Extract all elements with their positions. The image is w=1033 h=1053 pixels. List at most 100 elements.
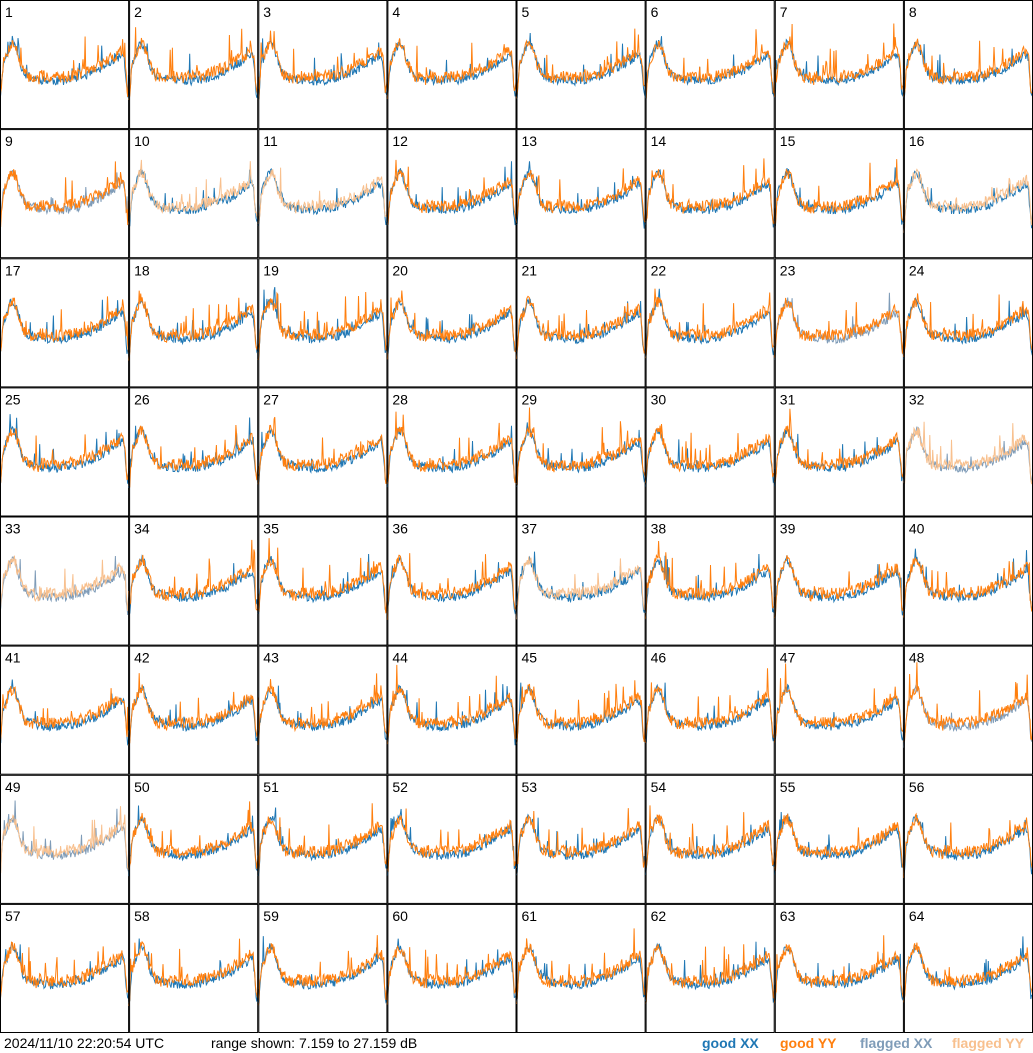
panel-64: 64 <box>903 903 1033 1033</box>
series-xx-panel-26 <box>128 417 259 488</box>
series-yy-panel-8 <box>903 38 1033 97</box>
panel-5: 5 <box>516 0 647 130</box>
series-xx-panel-4 <box>386 38 517 100</box>
series-xx-panel-13 <box>516 161 647 229</box>
panel-frame-15 <box>774 129 904 259</box>
series-yy-panel-23 <box>774 297 905 358</box>
panel-frame-37 <box>516 516 646 646</box>
panel-label-36: 36 <box>392 521 408 537</box>
panel-62: 62 <box>645 903 776 1033</box>
panel-frame-11 <box>258 129 388 259</box>
panel-frame-25 <box>0 387 130 517</box>
panel-label-61: 61 <box>522 908 538 924</box>
panel-label-4: 4 <box>392 4 400 20</box>
panel-frame-13 <box>516 129 646 259</box>
series-yy-panel-6 <box>645 29 776 99</box>
series-xx-panel-48 <box>903 684 1033 748</box>
panel-label-22: 22 <box>651 262 667 278</box>
panel-frame-10 <box>129 129 259 259</box>
series-xx-panel-53 <box>516 813 647 876</box>
panel-9: 9 <box>0 129 130 259</box>
panel-frame-26 <box>129 387 259 517</box>
panel-45: 45 <box>516 645 647 775</box>
series-yy-panel-57 <box>0 941 130 1007</box>
series-xx-panel-36 <box>386 556 517 615</box>
panel-38: 38 <box>645 516 776 646</box>
series-yy-panel-34 <box>128 539 259 612</box>
panel-label-38: 38 <box>651 521 667 537</box>
panel-frame-20 <box>387 258 517 388</box>
panel-10: 10 <box>128 129 259 259</box>
series-yy-panel-18 <box>128 290 259 361</box>
panel-label-41: 41 <box>5 650 21 666</box>
panel-frame-18 <box>129 258 259 388</box>
panel-frame-36 <box>387 516 517 646</box>
series-yy-panel-5 <box>516 28 647 99</box>
panel-label-14: 14 <box>651 133 667 149</box>
series-xx-panel-42 <box>128 685 259 742</box>
series-yy-panel-28 <box>386 411 517 484</box>
panel-label-1: 1 <box>5 4 13 20</box>
series-xx-panel-8 <box>903 38 1033 98</box>
panel-42: 42 <box>128 645 259 775</box>
series-xx-panel-51 <box>257 807 388 876</box>
panel-39: 39 <box>774 516 905 646</box>
panel-label-33: 33 <box>5 521 21 537</box>
series-yy-panel-64 <box>903 942 1033 1003</box>
panel-55: 55 <box>774 774 905 904</box>
panel-frame-3 <box>258 0 388 130</box>
panel-label-53: 53 <box>522 779 538 795</box>
series-xx-panel-46 <box>645 682 776 743</box>
series-yy-panel-49 <box>0 806 130 874</box>
panel-label-9: 9 <box>5 133 13 149</box>
legend-flagged-yy: flagged YY <box>952 1035 1025 1051</box>
series-yy-panel-58 <box>128 938 259 1006</box>
series-xx-panel-44 <box>387 684 517 746</box>
panel-frame-44 <box>387 645 517 775</box>
panel-label-64: 64 <box>909 908 925 924</box>
series-yy-panel-43 <box>257 673 388 745</box>
panel-frame-29 <box>516 387 646 517</box>
panel-37: 37 <box>516 516 647 646</box>
panel-17: 17 <box>0 258 130 388</box>
series-xx-panel-12 <box>386 161 517 226</box>
series-yy-panel-36 <box>386 553 517 620</box>
panel-label-42: 42 <box>134 650 150 666</box>
panel-label-3: 3 <box>263 4 271 20</box>
panel-19: 19 <box>257 258 388 388</box>
panel-41: 41 <box>0 645 130 775</box>
panel-18: 18 <box>128 258 259 388</box>
panel-63: 63 <box>774 903 905 1033</box>
series-xx-panel-54 <box>645 815 776 875</box>
panel-frame-54 <box>645 774 775 904</box>
panel-43: 43 <box>257 645 388 775</box>
series-xx-panel-22 <box>645 288 776 358</box>
series-yy-panel-30 <box>645 423 776 483</box>
series-yy-panel-17 <box>0 296 130 353</box>
series-yy-panel-16 <box>903 168 1033 233</box>
panel-46: 46 <box>645 645 776 775</box>
series-yy-panel-35 <box>257 538 388 614</box>
panel-frame-59 <box>258 903 388 1033</box>
series-xx-panel-21 <box>516 298 647 354</box>
panel-frame-7 <box>774 0 904 130</box>
series-yy-panel-62 <box>645 944 776 1004</box>
series-yy-panel-31 <box>774 408 905 483</box>
panel-frame-21 <box>516 258 646 388</box>
panel-label-6: 6 <box>651 4 659 20</box>
panel-15: 15 <box>774 129 905 259</box>
panel-label-24: 24 <box>909 262 925 278</box>
series-xx-panel-61 <box>516 945 647 1002</box>
panel-label-15: 15 <box>780 133 796 149</box>
panel-label-55: 55 <box>780 779 796 795</box>
panel-label-28: 28 <box>392 391 408 407</box>
series-xx-panel-43 <box>257 685 388 741</box>
series-yy-panel-60 <box>386 945 517 1005</box>
series-yy-panel-32 <box>903 421 1033 485</box>
series-yy-panel-21 <box>516 295 647 359</box>
panel-40: 40 <box>903 516 1033 646</box>
series-xx-panel-1 <box>0 35 130 101</box>
series-yy-panel-54 <box>645 805 776 868</box>
panel-56: 56 <box>903 774 1033 904</box>
panel-frame-42 <box>129 645 259 775</box>
